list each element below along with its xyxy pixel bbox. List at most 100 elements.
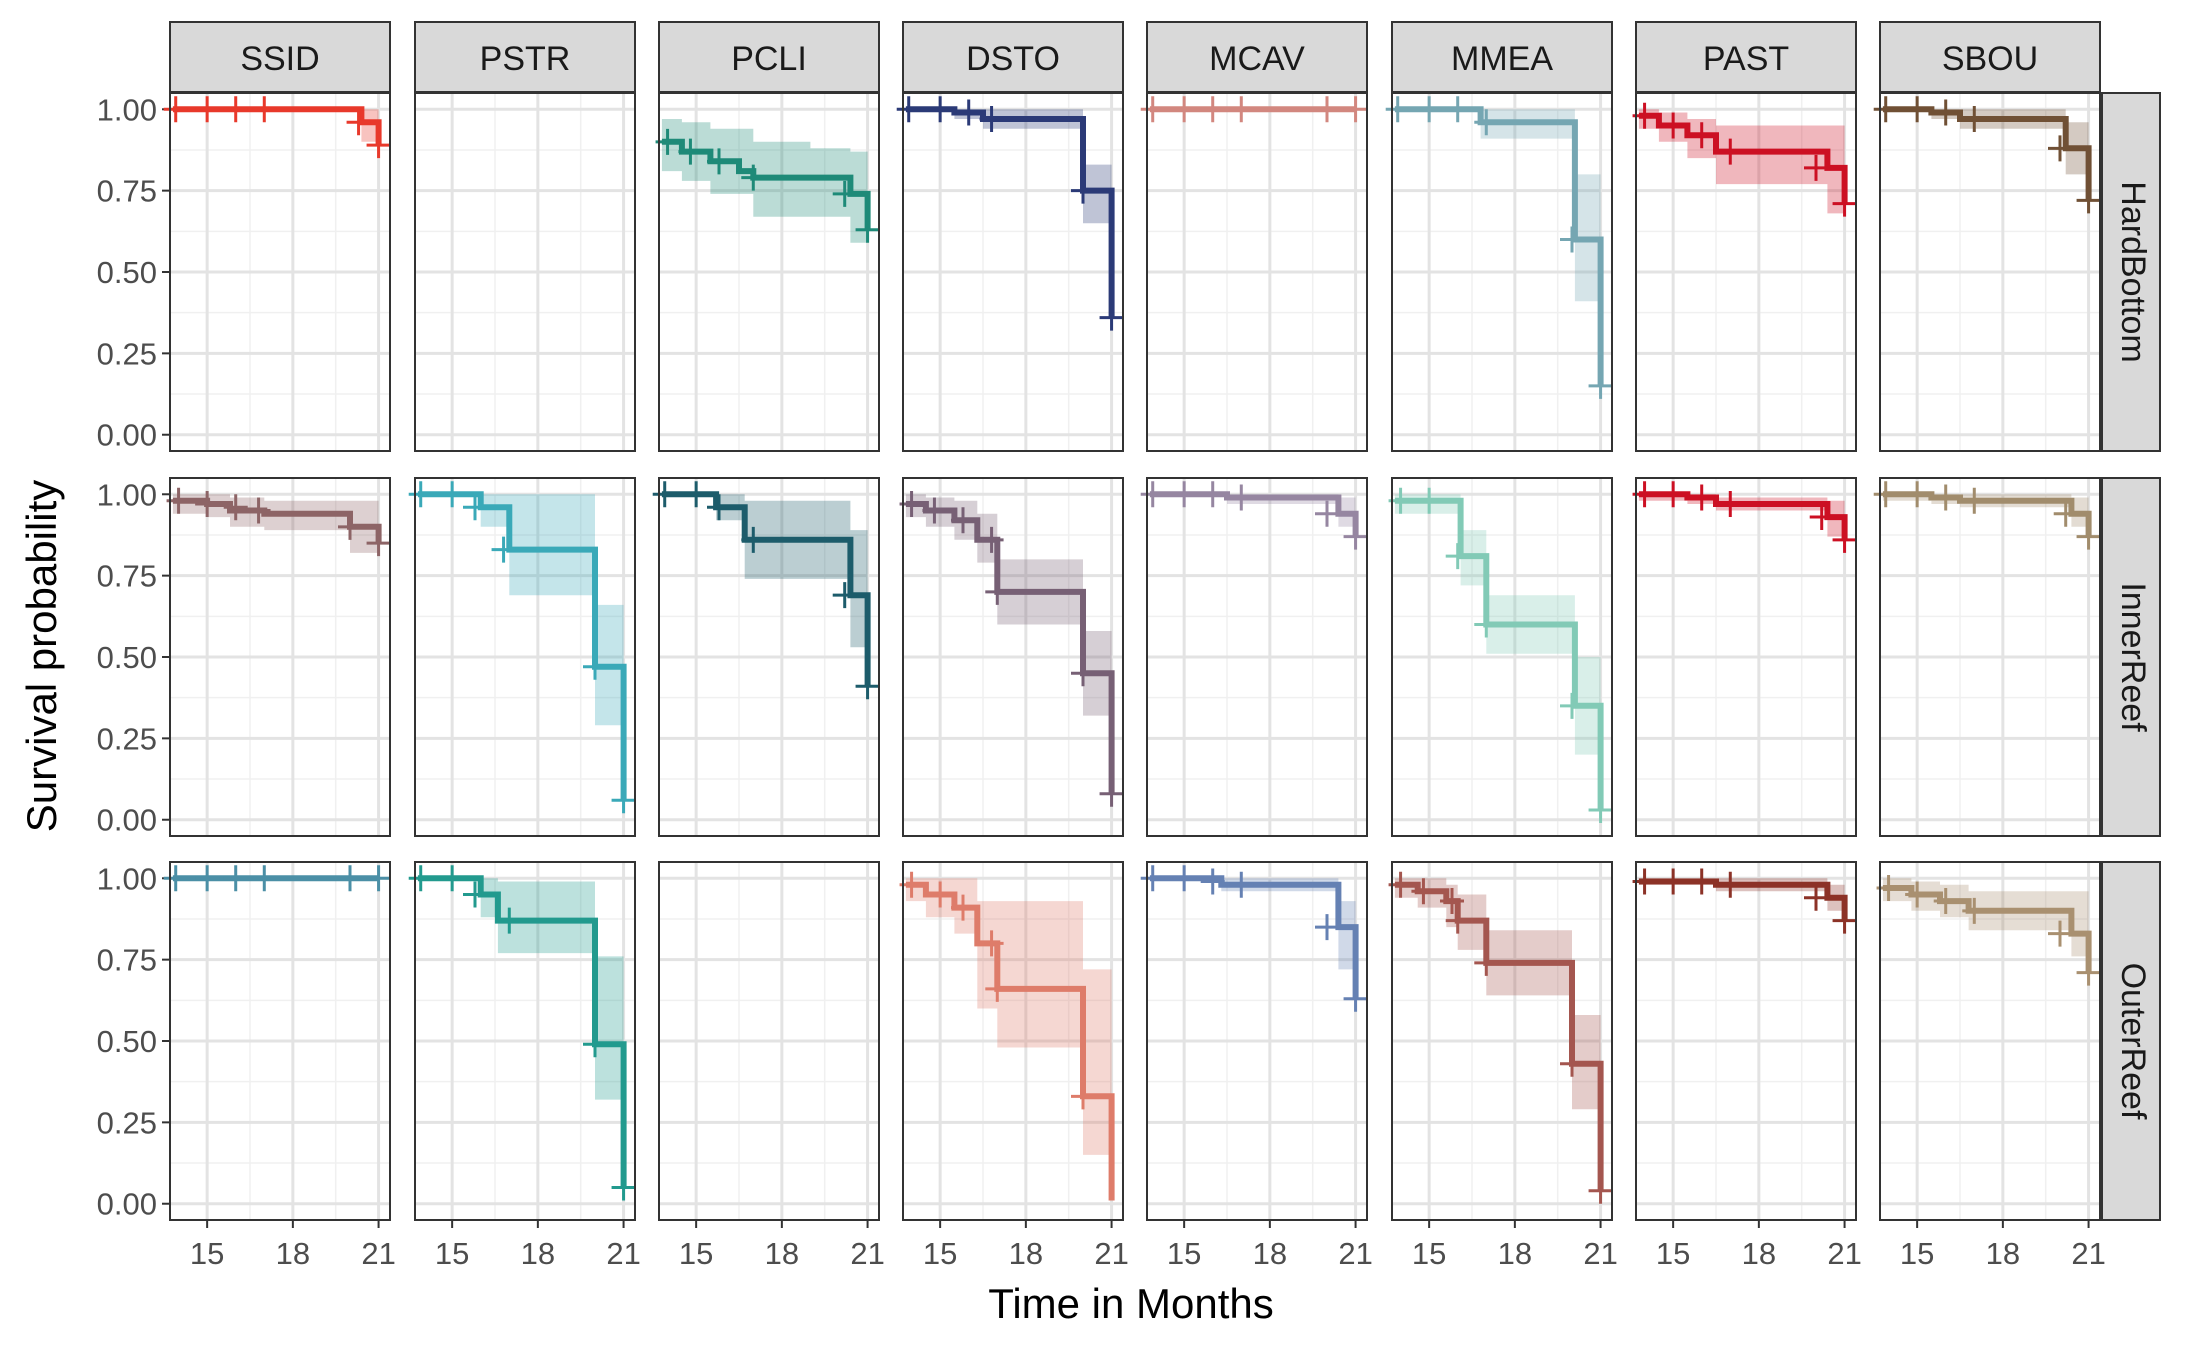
censor-mark: [195, 865, 220, 892]
censor-mark: [338, 865, 362, 892]
censor-mark: [1440, 888, 1464, 915]
strip-label: DSTO: [966, 40, 1060, 78]
censor-mark: [1315, 500, 1339, 527]
panel-hardbottom-past: [1632, 92, 1857, 452]
y-tick-label: 0.00: [97, 803, 157, 838]
censor-mark: [1832, 907, 1857, 934]
survival-curve: [1638, 112, 1848, 204]
censor-mark: [1172, 96, 1197, 123]
panel-innerreef-pcli: [652, 477, 880, 837]
censor-mark: [855, 216, 880, 243]
confidence-band: [1394, 878, 1601, 1110]
censor-mark: [1445, 96, 1470, 123]
censor-mark: [1445, 543, 1470, 570]
panel-border: [1879, 477, 2101, 837]
censor-mark: [928, 881, 953, 908]
censor-mark: [1474, 949, 1499, 976]
panel-border: [1146, 861, 1368, 1221]
strip-box: [1879, 21, 2101, 93]
censor-mark: [440, 865, 465, 892]
censor-mark: [440, 481, 465, 508]
panel-hardbottom-pcli: [655, 92, 880, 452]
x-tick-label: 18: [1498, 1236, 1532, 1271]
panel-border: [1391, 92, 1613, 452]
panel-border: [658, 477, 880, 837]
censor-mark: [408, 481, 433, 508]
x-tick-label: 21: [850, 1236, 884, 1271]
censor-mark: [1933, 484, 1958, 511]
x-tick-label: 18: [1253, 1236, 1287, 1271]
strip-label: OuterReef: [2114, 963, 2152, 1120]
censor-mark: [985, 975, 1010, 1002]
censor-mark: [1474, 109, 1499, 136]
confidence-band: [1149, 494, 1356, 527]
survival-curve: [1882, 106, 2092, 201]
x-tick-label: 15: [435, 1236, 469, 1271]
y-tick-label: 1.00: [97, 477, 157, 512]
strip-past: PAST: [1635, 21, 1857, 93]
panel-border: [658, 92, 880, 452]
censor-mark: [951, 894, 975, 921]
x-tick-label: 21: [361, 1236, 395, 1271]
strip-box: [414, 21, 636, 93]
strip-box: [1391, 21, 1613, 93]
censor-mark: [1661, 481, 1686, 508]
censor-mark: [1200, 481, 1225, 508]
censor-mark: [2076, 959, 2101, 986]
panel-hardbottom-pstr: [414, 92, 636, 452]
x-axis-title: Time in Months: [988, 1280, 1274, 1327]
panel-hardbottom-mcav: [1140, 92, 1368, 452]
x-tick-label: 18: [1009, 1236, 1043, 1271]
confidence-band: [661, 494, 868, 648]
censor-mark: [1588, 1177, 1613, 1204]
strip-label: HardBottom: [2114, 181, 2152, 362]
confidence-band: [417, 878, 624, 1100]
censor-mark: [1560, 692, 1584, 719]
y-tick-label: 0.75: [97, 559, 157, 594]
censor-mark: [2076, 187, 2101, 214]
censor-mark: [583, 1031, 607, 1058]
censor-mark: [741, 164, 766, 191]
censor-mark: [956, 99, 981, 126]
panel-border: [1146, 92, 1368, 452]
strip-box: [658, 21, 880, 93]
censor-mark: [252, 865, 277, 892]
panel-border: [1635, 477, 1857, 837]
survival-curve: [1149, 491, 1359, 537]
panel-hardbottom-ssid: [163, 92, 391, 452]
panel-outerreef-sbou: [1876, 861, 2101, 1221]
censor-mark: [611, 787, 636, 814]
censor-mark: [652, 481, 677, 508]
panel-hardbottom-sbou: [1873, 92, 2101, 452]
censor-mark: [2048, 135, 2072, 162]
panel-outerreef-ssid: [163, 861, 391, 1221]
x-tick-label: 18: [276, 1236, 310, 1271]
y-tick-label: 1.00: [97, 861, 157, 896]
censor-mark: [366, 132, 391, 159]
censor-mark: [1560, 226, 1584, 253]
x-tick-label: 21: [1583, 1236, 1617, 1271]
censor-mark: [1411, 878, 1436, 905]
panel-border: [902, 861, 1124, 1221]
censor-mark: [366, 865, 391, 892]
censor-mark: [1417, 96, 1442, 123]
x-tick-label: 15: [1412, 1236, 1446, 1271]
strip-box: [2101, 92, 2161, 452]
strip-label: SBOU: [1942, 40, 2038, 78]
strip-innerreef: InnerReef: [2101, 477, 2161, 837]
censor-mark: [1385, 96, 1410, 123]
survival-curve: [1638, 491, 1848, 540]
censor-mark: [611, 1174, 636, 1201]
censor-mark: [985, 578, 1010, 605]
strip-pcli: PCLI: [658, 21, 880, 93]
panel-innerreef-mmea: [1388, 477, 1613, 837]
censor-mark: [1661, 112, 1686, 139]
y-axis-title: Survival probability: [18, 480, 65, 833]
censor-mark: [1933, 99, 1958, 126]
censor-mark: [223, 865, 248, 892]
strip-sbou: SBOU: [1879, 21, 2101, 93]
y-tick-label: 0.50: [97, 1024, 157, 1059]
strip-outerreef: OuterReef: [2101, 861, 2161, 1221]
censor-mark: [366, 530, 391, 557]
